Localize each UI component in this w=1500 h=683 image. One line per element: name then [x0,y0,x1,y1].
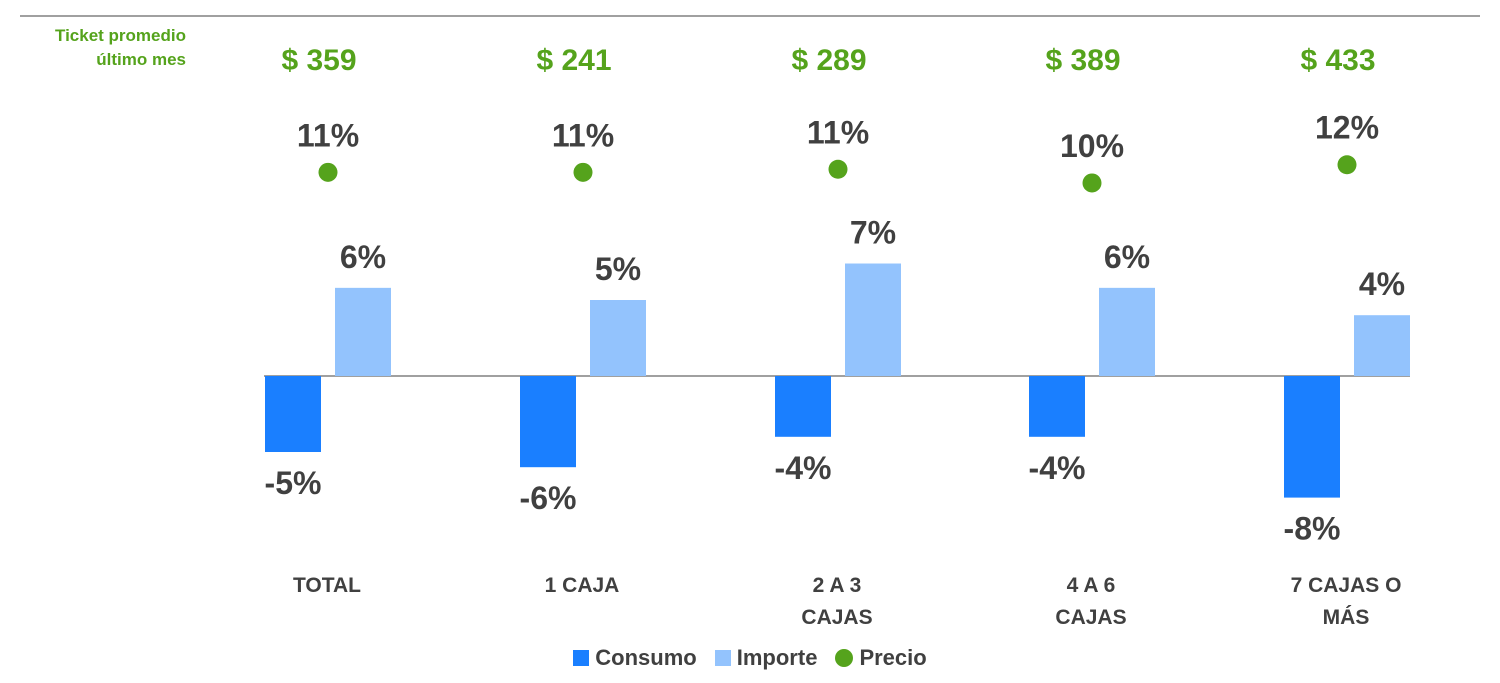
ticket-value: $ 389 [1045,44,1120,77]
data-label-importe: 4% [1359,266,1405,302]
data-label-consumo: -5% [265,465,322,501]
category-label: 2 A 3 [813,574,862,597]
category-label: 4 A 6 [1067,574,1116,597]
ticket-value: $ 289 [791,44,866,77]
bar-consumo [1029,376,1085,437]
bar-consumo [520,376,576,468]
point-precio [1337,155,1357,175]
legend-label-consumo: Consumo [595,645,697,670]
bar-importe [335,287,391,376]
legend-item-consumo: Consumo [573,645,697,671]
data-label-consumo: -4% [1029,450,1086,486]
legend-item-precio: Precio [835,645,927,671]
data-label-precio: 11% [552,117,614,153]
ticket-label-line2: último mes [96,50,186,69]
ticket-value: $ 433 [1300,44,1375,77]
legend-swatch-importe [714,650,731,666]
category-label: MÁS [1323,606,1370,629]
ticket-value: $ 241 [536,44,611,77]
legend-label-precio: Precio [859,645,927,670]
legend-swatch-precio [835,649,854,667]
data-label-consumo: -6% [520,480,577,516]
data-label-consumo: -4% [775,450,832,486]
data-label-importe: 5% [595,251,641,287]
legend-swatch-consumo [573,650,590,666]
point-precio [828,159,848,179]
legend-item-importe: Importe [714,645,818,671]
data-label-precio: 11% [297,117,359,153]
bar-importe [590,300,646,376]
bar-importe [1099,287,1155,376]
category-label: 1 CAJA [545,574,620,597]
data-label-consumo: -8% [1284,511,1341,547]
chart-legend: Consumo Importe Precio [0,645,1500,671]
data-label-importe: 7% [850,215,896,251]
data-label-precio: 12% [1315,110,1379,146]
bar-consumo [1284,376,1340,498]
bar-importe [1354,315,1410,376]
bar-consumo [775,376,831,437]
category-label: TOTAL [293,574,361,597]
category-label: CAJAS [801,606,872,629]
data-label-importe: 6% [1104,239,1150,275]
point-precio [318,162,338,182]
ticket-label: Ticket promedio último mes [20,24,186,72]
point-precio [573,162,593,182]
point-precio [1082,173,1102,193]
bar-consumo [265,376,321,452]
ticket-value: $ 359 [281,44,356,77]
category-label: CAJAS [1055,606,1126,629]
data-label-precio: 10% [1060,128,1124,164]
category-label: 7 CAJAS O [1291,574,1402,597]
ticket-label-line1: Ticket promedio [55,26,186,45]
plot-area: -5% 6% 11% $ 359 TOTAL -6% 5% 11% $ 241 1 CAJA -4%… [264,44,1410,629]
bar-importe [845,263,901,376]
data-label-precio: 11% [807,114,869,150]
data-label-importe: 6% [340,239,386,275]
legend-label-importe: Importe [736,645,818,670]
